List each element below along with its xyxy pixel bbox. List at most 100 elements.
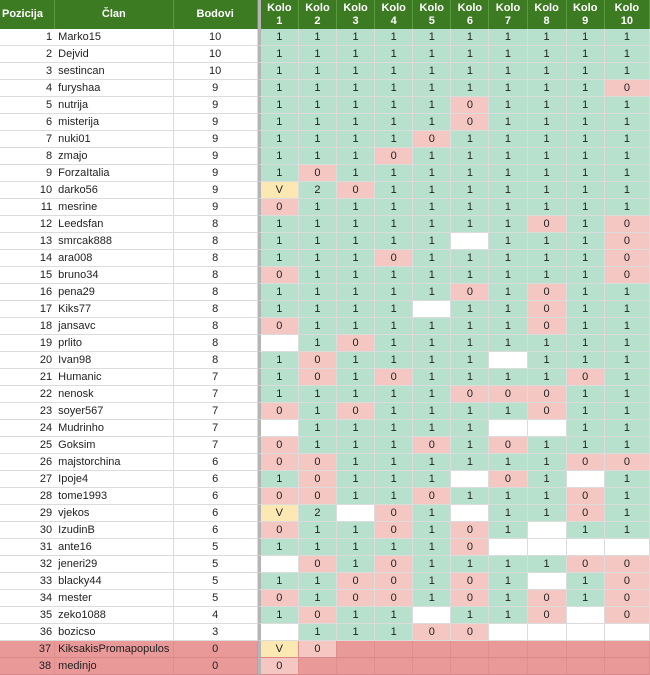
- round-result-cell[interactable]: 1: [604, 335, 650, 352]
- round-result-cell[interactable]: 0: [298, 454, 337, 471]
- round-result-cell[interactable]: [527, 522, 567, 539]
- round-result-cell[interactable]: 2: [298, 182, 337, 199]
- round-result-cell[interactable]: 1: [413, 46, 452, 63]
- round-result-cell[interactable]: 1: [566, 318, 605, 335]
- round-result-cell[interactable]: 0: [604, 250, 650, 267]
- position-cell[interactable]: 27: [0, 471, 56, 488]
- member-cell[interactable]: Ivan98: [55, 352, 174, 369]
- round-result-cell[interactable]: 0: [604, 233, 650, 250]
- round-result-cell[interactable]: 1: [451, 403, 490, 420]
- position-cell[interactable]: 3: [0, 63, 56, 80]
- round-result-cell[interactable]: 1: [298, 420, 337, 437]
- round-result-cell[interactable]: 1: [451, 301, 490, 318]
- position-cell[interactable]: 36: [0, 624, 56, 641]
- round-result-cell[interactable]: 1: [375, 539, 414, 556]
- round-result-cell[interactable]: 0: [257, 488, 299, 505]
- member-cell[interactable]: blacky44: [55, 573, 174, 590]
- round-result-cell[interactable]: 1: [489, 80, 528, 97]
- round-result-cell[interactable]: 1: [604, 403, 650, 420]
- round-result-cell[interactable]: 1: [604, 352, 650, 369]
- round-result-cell[interactable]: 1: [413, 233, 452, 250]
- points-cell[interactable]: 6: [173, 471, 258, 488]
- col-header-points[interactable]: Bodovi: [173, 0, 258, 29]
- round-result-cell[interactable]: 1: [413, 63, 452, 80]
- table-row[interactable]: 7 nuki01 9 1 1 1 1 0 1 1 1 1 1: [0, 131, 650, 148]
- position-cell[interactable]: 26: [0, 454, 56, 471]
- round-result-cell[interactable]: 0: [527, 318, 567, 335]
- round-result-cell[interactable]: 1: [489, 131, 528, 148]
- round-result-cell[interactable]: 1: [451, 80, 490, 97]
- round-result-cell[interactable]: 1: [527, 46, 567, 63]
- round-result-cell[interactable]: 1: [257, 114, 299, 131]
- position-cell[interactable]: 38: [0, 658, 56, 675]
- round-result-cell[interactable]: 1: [489, 590, 528, 607]
- round-result-cell[interactable]: 1: [257, 573, 299, 590]
- round-result-cell[interactable]: [604, 641, 650, 658]
- round-result-cell[interactable]: V: [257, 641, 299, 658]
- col-header-round[interactable]: Kolo 5: [413, 0, 452, 29]
- round-result-cell[interactable]: 0: [375, 250, 414, 267]
- round-result-cell[interactable]: 1: [337, 522, 376, 539]
- round-result-cell[interactable]: 0: [257, 199, 299, 216]
- round-result-cell[interactable]: 1: [375, 182, 414, 199]
- round-result-cell[interactable]: 1: [257, 80, 299, 97]
- round-result-cell[interactable]: 1: [566, 267, 605, 284]
- round-result-cell[interactable]: 1: [375, 335, 414, 352]
- position-cell[interactable]: 22: [0, 386, 56, 403]
- round-result-cell[interactable]: [566, 539, 605, 556]
- member-cell[interactable]: prlito: [55, 335, 174, 352]
- position-cell[interactable]: 24: [0, 420, 56, 437]
- col-header-member[interactable]: Član: [55, 0, 174, 29]
- round-result-cell[interactable]: 1: [375, 624, 414, 641]
- round-result-cell[interactable]: 0: [298, 352, 337, 369]
- member-cell[interactable]: pena29: [55, 284, 174, 301]
- round-result-cell[interactable]: 1: [298, 114, 337, 131]
- round-result-cell[interactable]: [566, 607, 605, 624]
- position-cell[interactable]: 28: [0, 488, 56, 505]
- round-result-cell[interactable]: [604, 624, 650, 641]
- round-result-cell[interactable]: 0: [527, 403, 567, 420]
- table-row[interactable]: 1 Marko15 10 1 1 1 1 1 1 1 1 1 1: [0, 29, 650, 46]
- round-result-cell[interactable]: 1: [566, 114, 605, 131]
- round-result-cell[interactable]: 0: [257, 318, 299, 335]
- points-cell[interactable]: 8: [173, 318, 258, 335]
- round-result-cell[interactable]: 1: [337, 437, 376, 454]
- round-result-cell[interactable]: 1: [375, 471, 414, 488]
- points-cell[interactable]: 7: [173, 437, 258, 454]
- round-result-cell[interactable]: 1: [337, 488, 376, 505]
- round-result-cell[interactable]: 1: [257, 148, 299, 165]
- position-cell[interactable]: 33: [0, 573, 56, 590]
- round-result-cell[interactable]: 1: [489, 522, 528, 539]
- round-result-cell[interactable]: 1: [257, 131, 299, 148]
- round-result-cell[interactable]: [257, 420, 299, 437]
- round-result-cell[interactable]: 1: [375, 233, 414, 250]
- round-result-cell[interactable]: 1: [375, 114, 414, 131]
- col-header-position[interactable]: Pozicija: [0, 0, 56, 29]
- round-result-cell[interactable]: 0: [604, 556, 650, 573]
- round-result-cell[interactable]: 1: [413, 80, 452, 97]
- round-result-cell[interactable]: 1: [489, 556, 528, 573]
- round-result-cell[interactable]: [413, 301, 452, 318]
- member-cell[interactable]: darko56: [55, 182, 174, 199]
- member-cell[interactable]: bozicso: [55, 624, 174, 641]
- round-result-cell[interactable]: 1: [375, 318, 414, 335]
- round-result-cell[interactable]: 1: [413, 505, 452, 522]
- round-result-cell[interactable]: 1: [527, 182, 567, 199]
- round-result-cell[interactable]: 1: [527, 250, 567, 267]
- position-cell[interactable]: 9: [0, 165, 56, 182]
- round-result-cell[interactable]: 1: [527, 488, 567, 505]
- round-result-cell[interactable]: 1: [566, 46, 605, 63]
- round-result-cell[interactable]: 0: [451, 624, 490, 641]
- col-header-round[interactable]: Kolo 1: [257, 0, 299, 29]
- position-cell[interactable]: 6: [0, 114, 56, 131]
- round-result-cell[interactable]: [527, 624, 567, 641]
- round-result-cell[interactable]: 1: [337, 556, 376, 573]
- round-result-cell[interactable]: 1: [566, 199, 605, 216]
- table-row[interactable]: 27 Ipoje4 6 1 0 1 1 1 0 1 1: [0, 471, 650, 488]
- round-result-cell[interactable]: 0: [337, 403, 376, 420]
- round-result-cell[interactable]: 1: [298, 624, 337, 641]
- round-result-cell[interactable]: 1: [375, 386, 414, 403]
- round-result-cell[interactable]: 1: [375, 165, 414, 182]
- round-result-cell[interactable]: 1: [527, 233, 567, 250]
- round-result-cell[interactable]: 1: [566, 352, 605, 369]
